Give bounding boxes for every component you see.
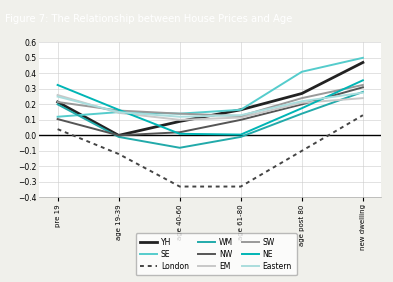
Text: Figure 7: The Relationship between House Prices and Age: Figure 7: The Relationship between House… bbox=[5, 14, 292, 24]
Legend: YH, SE, London, WM, NW, EM, SW, NE, Eastern: YH, SE, London, WM, NW, EM, SW, NE, East… bbox=[136, 233, 297, 275]
